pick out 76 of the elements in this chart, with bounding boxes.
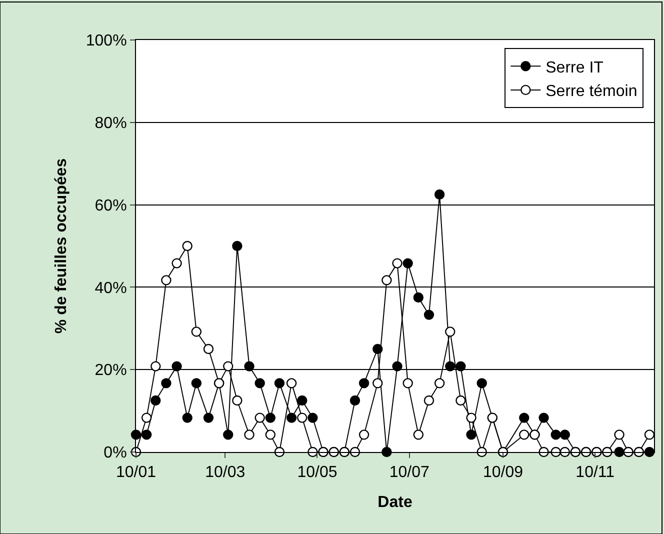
- point: [150, 361, 161, 372]
- point: [392, 258, 402, 268]
- point: [172, 361, 182, 372]
- point: [424, 395, 434, 406]
- point: [519, 430, 530, 440]
- y-tick-label: 80%: [94, 115, 127, 132]
- point: [456, 395, 466, 406]
- point: [223, 361, 234, 372]
- legend-label: Serre IT: [546, 59, 604, 76]
- point: [392, 361, 402, 372]
- point: [265, 430, 276, 440]
- point: [402, 378, 413, 388]
- point: [297, 412, 308, 423]
- legend-label: Serre témoin: [546, 83, 638, 100]
- point: [244, 430, 254, 440]
- point: [424, 310, 434, 320]
- point: [265, 412, 276, 423]
- y-tick-label: 20%: [94, 362, 127, 380]
- point: [297, 395, 308, 406]
- point: [434, 378, 445, 388]
- point: [413, 430, 424, 440]
- y-tick-label: 40%: [94, 280, 127, 297]
- point: [254, 412, 265, 423]
- point: [382, 275, 392, 286]
- point: [203, 344, 214, 354]
- point: [466, 430, 476, 440]
- point: [161, 275, 172, 286]
- point: [358, 430, 370, 440]
- point: [182, 240, 192, 252]
- point: [644, 430, 655, 440]
- point: [550, 430, 561, 440]
- point: [150, 395, 161, 406]
- x-tick-label: 10/05: [297, 464, 338, 482]
- point: [232, 395, 242, 406]
- x-tick-label: 10/09: [482, 464, 524, 482]
- point: [372, 378, 383, 388]
- point: [232, 240, 242, 252]
- point: [434, 189, 445, 200]
- point: [172, 258, 182, 268]
- point: [350, 395, 360, 406]
- point: [445, 361, 456, 372]
- point: [308, 412, 318, 423]
- point: [161, 378, 172, 388]
- point: [191, 326, 202, 337]
- point: [203, 412, 214, 423]
- x-tick-label: 10/07: [389, 464, 430, 482]
- y-tick-label: 0%: [104, 444, 127, 462]
- y-tick-label: 60%: [94, 197, 127, 214]
- point: [182, 412, 192, 423]
- point: [476, 378, 487, 388]
- point: [254, 378, 265, 388]
- point: [445, 326, 456, 337]
- x-tick-label: 10/11: [576, 464, 615, 482]
- x-tick-label: 10/03: [205, 464, 246, 482]
- point: [456, 361, 466, 372]
- point: [274, 378, 285, 388]
- x-axis-title: Date: [378, 494, 412, 511]
- point: [223, 430, 234, 440]
- point: [141, 412, 152, 423]
- point: [372, 344, 383, 354]
- point: [560, 430, 570, 440]
- point: [402, 258, 413, 268]
- y-axis-title: % de feuilles occupées: [52, 158, 70, 334]
- point: [538, 412, 549, 423]
- point: [466, 412, 476, 423]
- point: [141, 430, 152, 440]
- point: [191, 378, 202, 388]
- y-tick-label: 100%: [86, 32, 127, 50]
- point: [358, 378, 370, 388]
- point: [286, 412, 297, 423]
- point: [519, 412, 530, 423]
- point: [614, 430, 624, 440]
- point: [413, 292, 424, 303]
- x-tick-label: 10/01: [116, 464, 156, 482]
- point: [244, 361, 254, 372]
- point: [286, 378, 297, 388]
